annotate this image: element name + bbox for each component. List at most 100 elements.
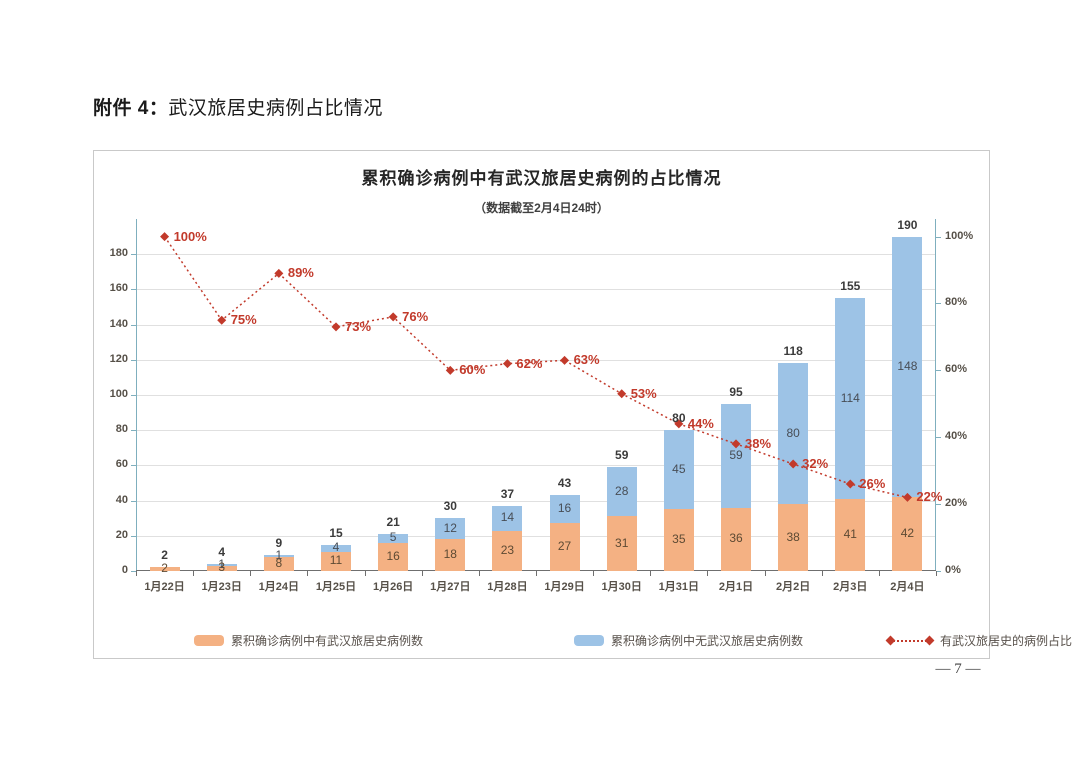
- percentage-label: 44%: [687, 415, 714, 431]
- bar-total-value: 2: [161, 548, 168, 563]
- diamond-marker: [274, 268, 284, 278]
- percentage-label: 26%: [859, 476, 886, 492]
- bar-without-wuhan-history: [663, 430, 694, 510]
- bar-total-value: 118: [783, 344, 803, 359]
- x-axis-label: 2月4日: [890, 581, 925, 593]
- left-axis-label: 0: [121, 564, 128, 576]
- bar-without-wuhan-history: [263, 555, 294, 557]
- dotted-line: [893, 639, 927, 642]
- segment-value-with-history: 18: [443, 547, 457, 562]
- segment-value-without-history: 148: [897, 358, 918, 373]
- chart-frame: 累积确诊病例中有武汉旅居史病例的占比情况 （数据截至2月4日24时） 0 20 40…: [93, 150, 1072, 659]
- left-axis-label: 100: [109, 388, 128, 400]
- x-axis-tick: [707, 571, 709, 576]
- bar-without-wuhan-history: [606, 467, 637, 517]
- right-axis-label: 80%: [945, 296, 968, 309]
- segment-value-with-history: 8: [275, 555, 283, 570]
- left-axis-label: 60: [115, 458, 128, 471]
- segment-value-with-history: 41: [843, 526, 857, 541]
- x-axis-tick: [193, 571, 195, 576]
- percentage-label: 53%: [630, 385, 657, 401]
- left-axis-tick: [131, 430, 136, 432]
- right-axis-label: 60%: [945, 363, 968, 376]
- legend-line-marker: [885, 635, 935, 646]
- segment-value-with-history: 31: [615, 535, 629, 550]
- x-axis-label: 1月22日: [144, 581, 185, 593]
- segment-value-without-history: 12: [443, 520, 457, 535]
- bar-without-wuhan-history: [206, 563, 237, 566]
- diamond-marker: [160, 232, 170, 242]
- bar-without-wuhan-history: [378, 534, 409, 543]
- segment-value-without-history: 59: [729, 447, 743, 462]
- bar-total-value: 155: [840, 279, 861, 294]
- legend-item: 累积确诊病例中无武汉旅居史病例数: [574, 632, 803, 649]
- left-axis-label: 120: [109, 352, 128, 365]
- bar-total-value: 15: [329, 525, 343, 540]
- left-axis-tick: [131, 324, 136, 326]
- x-axis-tick: [764, 571, 766, 576]
- bar-with-wuhan-history: [606, 516, 637, 571]
- percentage-label: 75%: [230, 312, 257, 328]
- right-axis-label: 0%: [945, 564, 961, 576]
- segment-value-with-history: 11: [329, 553, 343, 568]
- bar-total-value: 43: [557, 476, 572, 491]
- legend-item: 累积确诊病例中有武汉旅居史病例数: [194, 632, 423, 649]
- bar-with-wuhan-history: [835, 498, 866, 571]
- bar-total-value: 59: [615, 448, 629, 463]
- legend-label: 累积确诊病例中无武汉旅居史病例数: [611, 634, 804, 648]
- bar-without-wuhan-history: [835, 298, 866, 499]
- segment-value-without-history: 4: [332, 540, 340, 555]
- chart-title: 累积确诊病例中有武汉旅居史病例的占比情况: [361, 169, 722, 188]
- bar-without-wuhan-history: [321, 544, 351, 552]
- bar-total-value: 95: [729, 384, 743, 399]
- left-axis-label: 180: [109, 247, 128, 260]
- segment-value-with-history: 2: [161, 561, 168, 576]
- page-number: — 7 —: [935, 661, 981, 677]
- percentage-label: 76%: [402, 308, 429, 324]
- bar-without-wuhan-history: [778, 363, 809, 505]
- diamond-marker: [788, 459, 798, 469]
- diamond-marker: [731, 439, 741, 449]
- bar-without-wuhan-history: [435, 518, 466, 540]
- percentage-label: 22%: [916, 489, 943, 505]
- left-axis-tick: [131, 359, 136, 361]
- right-axis-tick: [936, 437, 941, 439]
- left-axis-label: 20: [115, 528, 128, 541]
- percentage-label: 89%: [287, 265, 314, 281]
- gridline: [136, 324, 936, 326]
- diamond-icon: [885, 635, 896, 646]
- gridline: [136, 359, 936, 361]
- gridline: [136, 500, 936, 502]
- left-axis-label: 80: [115, 423, 128, 436]
- x-axis-label: 1月23日: [201, 581, 242, 593]
- segment-value-without-history: 80: [786, 425, 800, 440]
- segment-value-with-history: 23: [500, 542, 515, 557]
- gridline: [136, 289, 936, 291]
- left-axis-label: 160: [109, 282, 128, 295]
- chart-subtitle: （数据截至2月4日24时）: [474, 201, 609, 215]
- legend-swatch-orange: [194, 635, 224, 646]
- attachment-title: 武汉旅居史病例占比情况: [168, 98, 383, 119]
- legend-swatch-blue: [574, 635, 604, 646]
- right-axis-label: 20%: [945, 497, 968, 510]
- x-axis-tick: [250, 571, 252, 576]
- x-axis-tick: [821, 571, 823, 576]
- x-axis-tick: [136, 571, 137, 576]
- document-heading: 附件 4：武汉旅居史病例占比情况: [93, 93, 383, 120]
- segment-value-without-history: 1: [275, 548, 283, 563]
- x-axis-label: 1月31日: [658, 581, 700, 593]
- diamond-marker: [845, 479, 855, 489]
- percentage-label: 63%: [573, 352, 600, 368]
- right-axis-tick: [936, 370, 941, 372]
- x-axis-label: 1月25日: [315, 581, 357, 593]
- diamond-marker: [502, 359, 512, 369]
- x-axis-tick: [536, 571, 537, 576]
- left-axis-tick: [131, 395, 136, 396]
- percentage-label: 38%: [745, 435, 772, 451]
- percentage-label: 60%: [459, 362, 486, 378]
- x-axis-tick: [307, 571, 309, 576]
- percentage-label: 73%: [345, 318, 372, 334]
- bar-with-wuhan-history: [378, 542, 409, 571]
- bar-without-wuhan-history: [721, 403, 751, 508]
- bar-total-value: 190: [897, 217, 918, 232]
